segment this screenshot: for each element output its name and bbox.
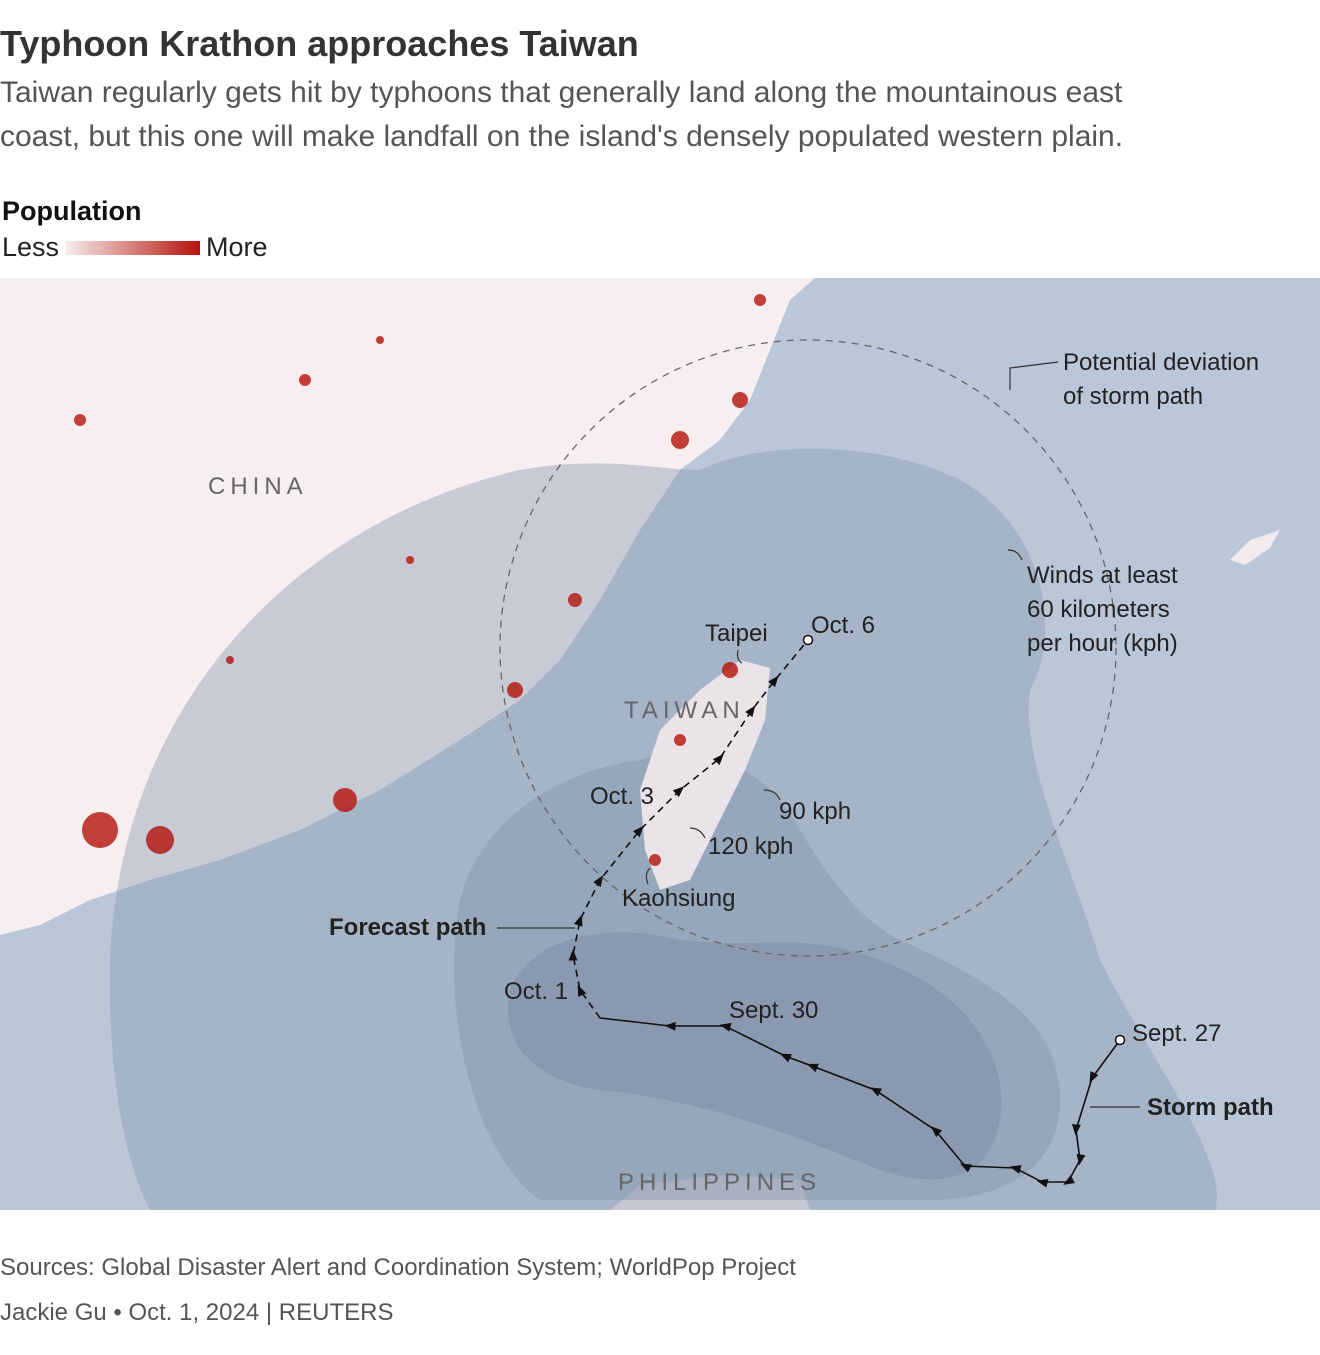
region-label: TAIWAN — [624, 697, 745, 724]
wind-label: 60 kilometers — [1027, 596, 1170, 623]
date-label: Sept. 30 — [729, 997, 818, 1024]
path-label: of storm path — [1063, 383, 1203, 410]
title: Typhoon Krathon approaches Taiwan — [0, 23, 639, 64]
date-label: Oct. 1 — [504, 978, 568, 1005]
wind-label: Winds at least — [1027, 562, 1178, 589]
legend-high: More — [206, 232, 268, 262]
credit: Jackie Gu • Oct. 1, 2024 | REUTERS — [0, 1299, 393, 1326]
subtitle: Taiwan regularly gets hit by typhoons th… — [0, 76, 1123, 109]
subtitle: coast, but this one will make landfall o… — [0, 120, 1123, 153]
path-label: Storm path — [1147, 1094, 1274, 1121]
path-label: Forecast path — [329, 914, 486, 941]
region-label: PHILIPPINES — [618, 1169, 821, 1196]
map — [0, 278, 1320, 1210]
end-point — [802, 634, 814, 646]
sources: Sources: Global Disaster Alert and Coord… — [0, 1254, 796, 1281]
start-point — [1114, 1034, 1126, 1046]
date-label: Oct. 3 — [590, 783, 654, 810]
island — [1230, 530, 1280, 565]
wind-label: 90 kph — [779, 798, 851, 825]
leader-lines — [497, 361, 1140, 1108]
city-label: Kaohsiung — [622, 885, 735, 912]
date-label: Sept. 27 — [1132, 1020, 1221, 1047]
wind-label: per hour (kph) — [1027, 630, 1178, 657]
china-land — [0, 278, 815, 935]
region-label: CHINA — [208, 473, 308, 500]
path-label: Potential deviation — [1063, 349, 1259, 376]
wind-label: 120 kph — [708, 833, 793, 860]
city-label: Taipei — [705, 620, 768, 647]
legend-gradient — [66, 241, 200, 255]
legend-low: Less — [2, 232, 59, 262]
storm-path — [599, 1017, 1121, 1188]
deviation-circle — [499, 339, 1117, 957]
population-dots — [74, 294, 766, 866]
legend-title: Population — [2, 196, 141, 226]
date-label: Oct. 6 — [811, 612, 875, 639]
